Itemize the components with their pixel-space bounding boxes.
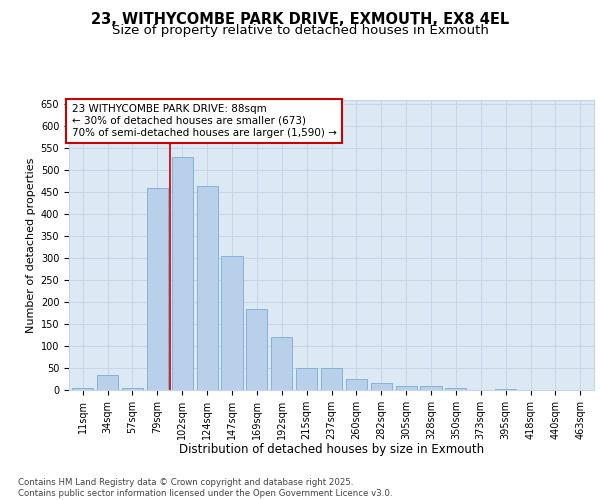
Bar: [271, 338, 292, 390]
Bar: [495, 388, 516, 390]
Text: 23, WITHYCOMBE PARK DRIVE, EXMOUTH, EX8 4EL: 23, WITHYCOMBE PARK DRIVE, EXMOUTH, EX8 …: [91, 12, 509, 28]
Bar: [395, 386, 417, 390]
Bar: [221, 256, 242, 390]
Bar: [97, 374, 118, 390]
Bar: [122, 388, 143, 390]
Bar: [346, 379, 367, 390]
Bar: [246, 308, 268, 390]
Bar: [371, 384, 392, 390]
Bar: [197, 186, 218, 390]
Bar: [421, 386, 442, 390]
Bar: [296, 368, 317, 390]
Y-axis label: Number of detached properties: Number of detached properties: [26, 158, 37, 332]
Bar: [172, 157, 193, 390]
Text: 23 WITHYCOMBE PARK DRIVE: 88sqm
← 30% of detached houses are smaller (673)
70% o: 23 WITHYCOMBE PARK DRIVE: 88sqm ← 30% of…: [71, 104, 337, 138]
Text: Contains HM Land Registry data © Crown copyright and database right 2025.
Contai: Contains HM Land Registry data © Crown c…: [18, 478, 392, 498]
Bar: [147, 188, 168, 390]
Bar: [72, 388, 93, 390]
Bar: [445, 388, 466, 390]
X-axis label: Distribution of detached houses by size in Exmouth: Distribution of detached houses by size …: [179, 444, 484, 456]
Bar: [321, 368, 342, 390]
Text: Size of property relative to detached houses in Exmouth: Size of property relative to detached ho…: [112, 24, 488, 37]
